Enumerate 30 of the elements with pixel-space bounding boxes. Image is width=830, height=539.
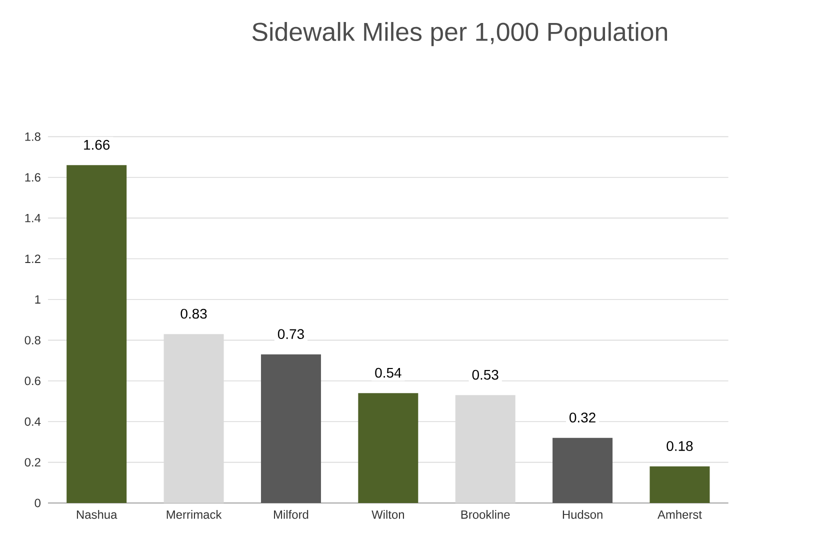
- bar: [260, 354, 321, 503]
- x-tick-label: Merrimack: [166, 510, 222, 519]
- chart-title: Sidewalk Miles per 1,000 Population: [252, 22, 668, 46]
- x-tick-label: Nashua: [76, 510, 118, 519]
- y-tick-label: 0.2: [24, 458, 40, 467]
- bar: [650, 466, 710, 503]
- x-tick-label: Hudson: [562, 510, 602, 519]
- data-label: 1.66: [84, 140, 110, 150]
- x-tick-label: Brookline: [461, 510, 510, 519]
- x-tick-label: Wilton: [372, 510, 404, 519]
- y-tick-label: 0: [34, 498, 40, 508]
- data-label: 0.73: [278, 329, 304, 340]
- bar: [358, 393, 418, 503]
- x-tick-label: Amherst: [658, 510, 702, 519]
- y-tick-label: 0.4: [24, 417, 41, 426]
- data-label: 0.54: [375, 368, 402, 378]
- data-label: 0.53: [472, 370, 498, 380]
- data-label: 0.32: [570, 412, 596, 422]
- x-tick-label: Milford: [274, 510, 308, 519]
- y-tick-label: 1.8: [25, 132, 40, 141]
- data-label: 0.83: [180, 308, 207, 319]
- y-tick-label: 1.6: [25, 173, 40, 182]
- y-tick-label: 0.8: [24, 336, 40, 344]
- y-tick-label: 0.6: [24, 376, 40, 386]
- bar: [66, 165, 127, 503]
- y-tick-label: 1.2: [25, 254, 40, 263]
- bar: [552, 438, 613, 503]
- y-tick-label: 1: [35, 295, 40, 304]
- y-tick-label: 1.4: [25, 214, 41, 222]
- data-label: 0.18: [666, 441, 693, 451]
